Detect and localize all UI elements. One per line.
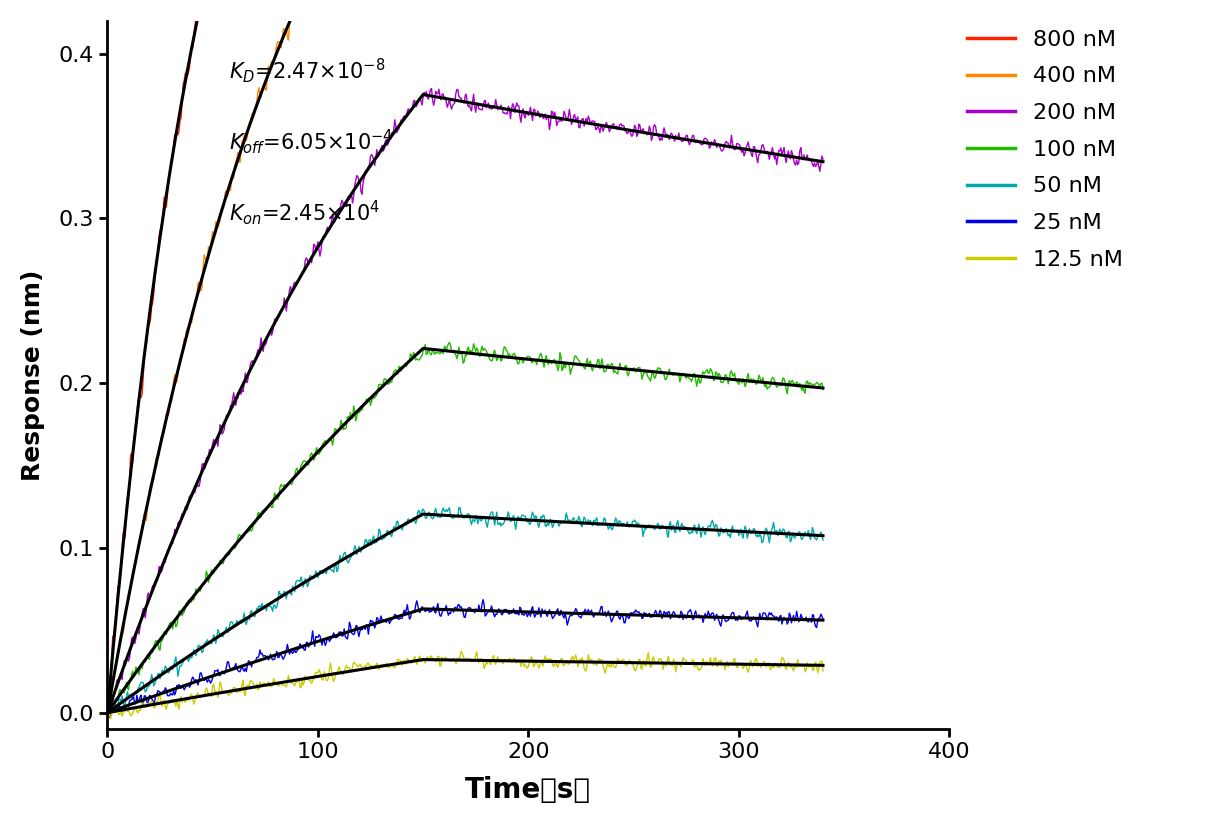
Legend: 800 nM, 400 nM, 200 nM, 100 nM, 50 nM, 25 nM, 12.5 nM: 800 nM, 400 nM, 200 nM, 100 nM, 50 nM, 2…	[958, 21, 1132, 279]
Y-axis label: Response (nm): Response (nm)	[21, 269, 45, 481]
Text: $K_D$=2.47×10$^{-8}$: $K_D$=2.47×10$^{-8}$	[230, 56, 386, 85]
Text: $K_{on}$=2.45×10$^{4}$: $K_{on}$=2.45×10$^{4}$	[230, 198, 381, 227]
X-axis label: Time（s）: Time（s）	[465, 776, 591, 804]
Text: $K_{off}$=6.05×10$^{-4}$: $K_{off}$=6.05×10$^{-4}$	[230, 127, 394, 156]
